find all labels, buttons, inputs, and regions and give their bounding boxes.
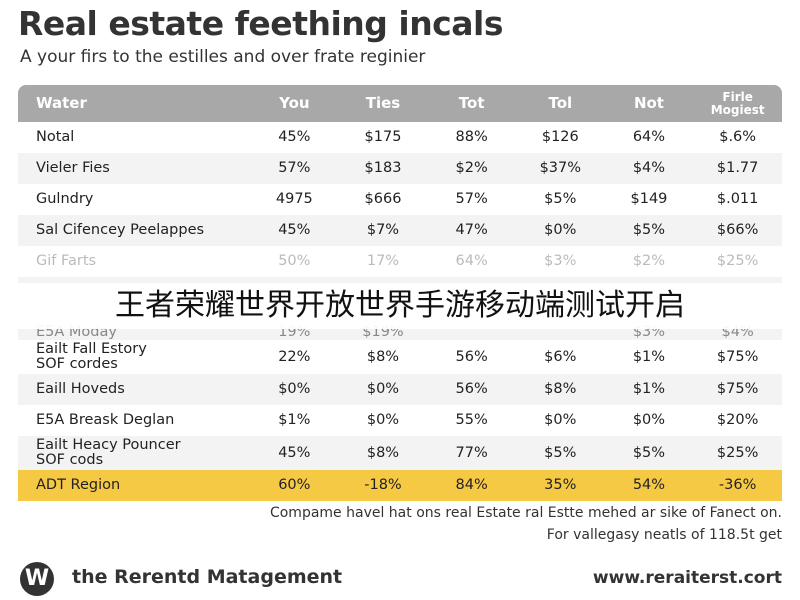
- table-cell: $8%: [544, 381, 577, 397]
- table-row: ADT Region 60% -18% 84% 35% 54% -36%: [18, 470, 782, 501]
- table-cell: $5%: [632, 444, 666, 461]
- header-row: Water You Ties Tot Tol Not Firle Mogiest: [18, 85, 782, 122]
- table-cell: $1%: [632, 381, 666, 397]
- table-cell: $37%: [539, 160, 582, 176]
- table-cell: $0%: [632, 412, 666, 428]
- table-row: Gulndry 4975 $666 57% $5% $149 $.011: [18, 184, 782, 215]
- table-cell: E5A Breask Deglan: [36, 412, 175, 428]
- table-cell: Sal Cifencey Peelappes: [36, 222, 205, 238]
- table-cell: $5%: [632, 222, 666, 238]
- table-cell: 17%: [366, 253, 400, 269]
- table-row: E5A Breask Deglan $1% $0% 55% $0% $0% $20%: [18, 405, 782, 436]
- table-cell: -36%: [718, 477, 757, 493]
- table-cell: $1%: [632, 348, 666, 365]
- title: Real estate feething incals: [18, 4, 503, 43]
- table-cell: 64%: [455, 253, 488, 269]
- table-cell: $2%: [632, 253, 666, 269]
- table-cell: $0%: [544, 412, 577, 428]
- table-cell: $149: [630, 191, 668, 207]
- table-cell: 60%: [278, 477, 311, 493]
- table-cell: $0%: [278, 381, 311, 397]
- table-cell: Vieler Fies: [36, 160, 110, 176]
- table-cell: $25%: [716, 444, 759, 461]
- table-cell: $0%: [544, 222, 577, 238]
- column-header: Ties: [338, 85, 428, 122]
- table-cell: 84%: [455, 477, 488, 493]
- table-cell: $4%: [632, 160, 666, 176]
- table-row: Vieler Fies 57% $183 $2% $37% $4% $1.77: [18, 153, 782, 184]
- table-cell: Notal: [36, 129, 75, 145]
- brand: the Rerentd Matagement: [72, 566, 343, 588]
- table-cell: 45%: [278, 222, 311, 238]
- table-cell: 77%: [455, 444, 488, 461]
- table-row: Notal 45% $175 88% $126 64% $.6%: [18, 122, 782, 153]
- table-cell: $6%: [544, 348, 577, 365]
- table-row: Eailt Heacy Pouncer SOF cods 45% $8% 77% $5%…: [18, 436, 782, 470]
- table-cell: Eailt Fall Estory SOF cordes: [36, 341, 147, 372]
- table-cell: Eailt Heacy Pouncer SOF cods: [36, 437, 181, 468]
- table-cell: 22%: [278, 348, 311, 365]
- data-table: Water You Ties Tot Tol Not Firle Mogiest Notal…: [18, 85, 782, 501]
- table-cell: $126: [541, 129, 579, 145]
- table-cell: $3%: [544, 253, 577, 269]
- table-cell: $8%: [366, 444, 400, 461]
- table-cell: $183: [364, 160, 402, 176]
- column-header: Not: [604, 85, 694, 122]
- table-row: Eaill Hoveds $0% $0% 56% $8% $1% $75%: [18, 374, 782, 405]
- table-cell: Gulndry: [36, 191, 94, 207]
- table-row: Gif Farts 50% 17% 64% $3% $2% $25%: [18, 246, 782, 277]
- subtitle: A your firs to the estilles and over fra…: [20, 47, 426, 67]
- table-cell: 45%: [278, 444, 311, 461]
- table-cell: $.6%: [719, 129, 757, 145]
- table-cell: ADT Region: [36, 477, 121, 493]
- overlay-banner: 王者荣耀世界开放世界手游移动端测试开启: [0, 283, 800, 329]
- table-cell: Gif Farts: [36, 253, 97, 269]
- table-cell: $2%: [455, 160, 488, 176]
- table-cell: $1.77: [716, 160, 759, 176]
- table-cell: $175: [364, 129, 402, 145]
- table-cell: $20%: [716, 412, 759, 428]
- column-header: Tot: [427, 85, 516, 122]
- table-cell: 35%: [544, 477, 577, 493]
- table-cell: 54%: [632, 477, 666, 493]
- table-cell: 47%: [455, 222, 488, 238]
- table-cell: $7%: [366, 222, 400, 238]
- column-header: Water: [18, 85, 250, 122]
- table-cell: 50%: [278, 253, 311, 269]
- table-cell: $5%: [544, 191, 577, 207]
- column-header: Tol: [515, 85, 605, 122]
- table-cell: $1%: [278, 412, 311, 428]
- footnote: For vallegasy neatls of 118.5t get: [546, 527, 782, 543]
- table-cell: $666: [364, 191, 402, 207]
- table-cell: $75%: [716, 381, 759, 397]
- table-row: Eailt Fall Estory SOF cordes 22% $8% 56% $6%…: [18, 340, 782, 374]
- table-cell: 55%: [455, 412, 488, 428]
- table-cell: 56%: [455, 348, 488, 365]
- url[interactable]: www.reraiterst.cort: [592, 568, 782, 588]
- table-cell: 57%: [278, 160, 311, 176]
- table-cell: $75%: [716, 348, 759, 365]
- table-cell: $25%: [716, 253, 759, 269]
- logo: W: [20, 562, 54, 596]
- table-cell: 56%: [455, 381, 488, 397]
- table-cell: 45%: [278, 129, 311, 145]
- table-cell: $5%: [544, 444, 577, 461]
- table-cell: $66%: [716, 222, 759, 238]
- table-cell: Eaill Hoveds: [36, 381, 125, 397]
- table-cell: $0%: [366, 412, 400, 428]
- table-cell: $0%: [366, 381, 400, 397]
- column-header: You: [250, 85, 339, 122]
- table-row: Sal Cifencey Peelappes 45% $7% 47% $0% $5% $66…: [18, 215, 782, 246]
- table-cell: -18%: [364, 477, 402, 493]
- table-cell: 57%: [455, 191, 488, 207]
- table-cell: 4975: [275, 191, 313, 207]
- table-cell: $.011: [716, 191, 759, 207]
- table-cell: $8%: [366, 348, 400, 365]
- column-header: Firle Mogiest: [693, 85, 782, 122]
- table-cell: 64%: [632, 129, 666, 145]
- table-cell: 88%: [455, 129, 488, 145]
- table-body: Notal 45% $175 88% $126 64% $.6% Vieler Fies 57%…: [18, 122, 782, 501]
- footnote: Compame havel hat ons real Estate ral Es…: [269, 505, 782, 521]
